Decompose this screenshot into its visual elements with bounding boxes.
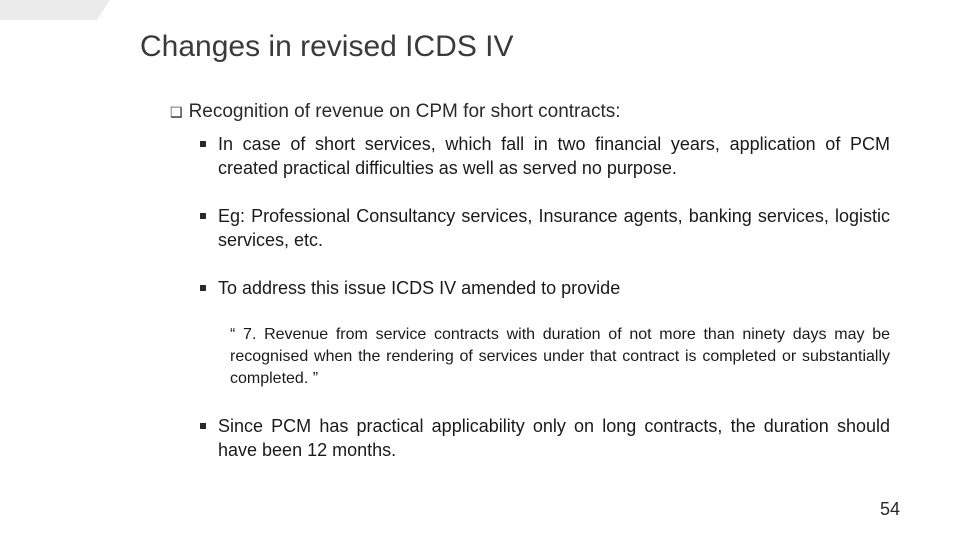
- corner-tab-decoration: [0, 0, 110, 20]
- square-dot-icon: [200, 213, 206, 219]
- slide-title: Changes in revised ICDS IV: [140, 30, 514, 64]
- sub-bullet-list: In case of short services, which fall in…: [200, 132, 890, 462]
- bullet-text: To address this issue ICDS IV amended to…: [218, 276, 890, 300]
- square-bullet-icon: ❑: [170, 100, 183, 124]
- list-item: Since PCM has practical applicability on…: [200, 414, 890, 462]
- topic-text: Recognition of revenue on CPM for short …: [189, 100, 621, 124]
- topic-row: ❑ Recognition of revenue on CPM for shor…: [170, 100, 890, 124]
- list-item: To address this issue ICDS IV amended to…: [200, 276, 890, 300]
- bullet-text: In case of short services, which fall in…: [218, 132, 890, 180]
- bullet-text: Since PCM has practical applicability on…: [218, 414, 890, 462]
- bullet-text: Eg: Professional Consultancy services, I…: [218, 204, 890, 252]
- square-dot-icon: [200, 423, 206, 429]
- list-item: Eg: Professional Consultancy services, I…: [200, 204, 890, 252]
- page-number: 54: [880, 499, 900, 520]
- slide-content: ❑ Recognition of revenue on CPM for shor…: [170, 100, 890, 462]
- list-item: In case of short services, which fall in…: [200, 132, 890, 180]
- quote-text: “ 7. Revenue from service contracts with…: [230, 324, 890, 390]
- square-dot-icon: [200, 285, 206, 291]
- slide: Changes in revised ICDS IV ❑ Recognition…: [0, 0, 960, 540]
- square-dot-icon: [200, 141, 206, 147]
